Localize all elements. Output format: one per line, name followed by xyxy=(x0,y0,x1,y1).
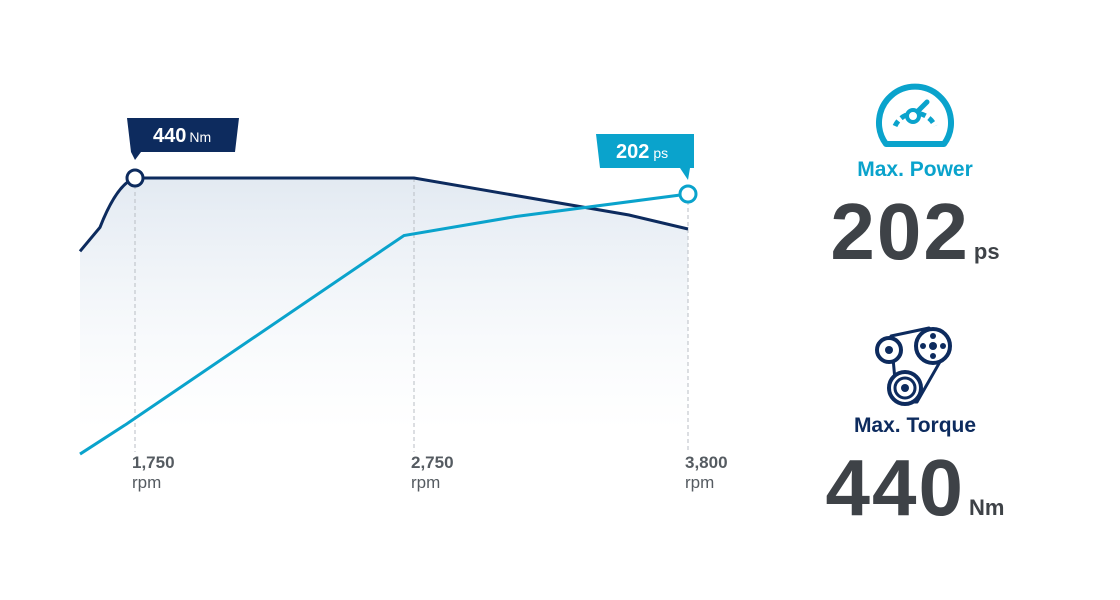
max-power-number: 202 xyxy=(830,187,970,276)
torque-peak-marker xyxy=(125,168,145,188)
power-flag-unit: ps xyxy=(653,145,668,161)
rpm-guides xyxy=(134,178,689,452)
power-line xyxy=(79,192,689,456)
torque-flag: 440 Nm xyxy=(127,118,239,160)
max-torque-number: 440 xyxy=(825,443,966,532)
max-torque-unit: Nm xyxy=(969,495,1005,520)
power-flag: 202 ps xyxy=(596,134,694,180)
x-tick-unit: rpm xyxy=(411,473,440,492)
x-tick-value: 2,750 xyxy=(411,453,454,472)
max-torque-panel: Max. Torque 440 Nm xyxy=(790,326,1040,528)
torque-flag-unit: Nm xyxy=(189,129,211,145)
x-tick-unit: rpm xyxy=(685,473,714,492)
torque-peak-dot xyxy=(125,168,145,188)
speedometer-icon xyxy=(790,78,1040,154)
max-power-value: 202 ps xyxy=(790,192,1040,272)
max-power-label: Max. Power xyxy=(857,158,973,181)
torque-flag-value: 440 xyxy=(153,125,186,147)
power-flag-value: 202 xyxy=(616,141,649,163)
power-peak-dot xyxy=(678,184,698,204)
x-tick-value: 1,750 xyxy=(132,453,175,472)
max-power-unit: ps xyxy=(973,239,1000,264)
belt-pulley-icon xyxy=(790,326,1040,412)
power-peak-marker xyxy=(678,184,698,204)
x-tick-unit: rpm xyxy=(132,473,161,492)
torque-line xyxy=(78,176,689,253)
torque-flag-shape xyxy=(127,118,239,160)
x-tick-value: 3,800 xyxy=(685,453,728,472)
torque-area xyxy=(80,178,688,430)
power-flag-shape xyxy=(596,134,694,180)
max-power-panel: Max. Power 202 ps xyxy=(790,78,1040,272)
max-torque-value: 440 Nm xyxy=(790,448,1040,528)
max-torque-label: Max. Torque xyxy=(853,414,977,437)
